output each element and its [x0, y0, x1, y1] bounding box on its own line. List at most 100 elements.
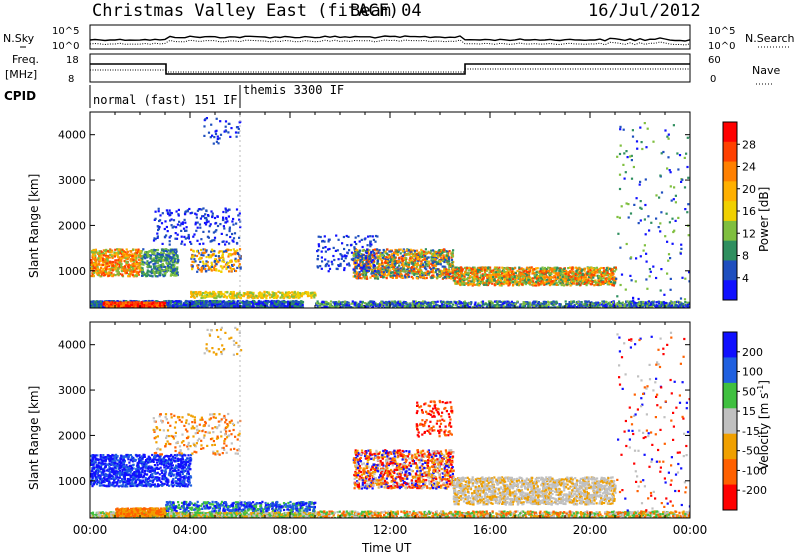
power-cell — [359, 256, 362, 259]
power-cell — [128, 269, 131, 272]
power-cell — [154, 250, 157, 253]
power-cell — [173, 248, 176, 251]
power-cell — [407, 271, 410, 274]
power-cell — [138, 258, 141, 261]
power-cell — [227, 262, 230, 265]
power-cell — [233, 250, 236, 253]
power-cell — [414, 255, 417, 258]
power-cell — [357, 264, 361, 267]
power-cell — [160, 222, 164, 225]
power-cell — [233, 295, 236, 299]
power-cell — [420, 252, 424, 255]
power-cell — [227, 253, 230, 256]
power-cell — [121, 250, 124, 254]
power-cell — [126, 269, 129, 272]
power-cell — [385, 261, 388, 264]
power-cell — [362, 253, 365, 256]
power-cell — [324, 250, 327, 253]
power-cell — [105, 258, 109, 261]
power-cell — [398, 264, 401, 267]
power-cell — [161, 242, 164, 245]
power-cell — [104, 264, 107, 267]
power-cell — [215, 258, 218, 261]
power-cell — [360, 255, 363, 258]
power-cell — [405, 264, 408, 267]
power-cell — [156, 267, 160, 270]
power-cell — [175, 272, 178, 275]
power-cell — [104, 306, 107, 308]
power-cell — [111, 255, 114, 258]
power-cell — [344, 257, 347, 260]
power-cell — [109, 300, 112, 303]
power-cell — [90, 250, 94, 254]
power-cell — [95, 302, 98, 305]
power-cell — [424, 252, 427, 255]
power-cell — [332, 254, 335, 258]
power-cell — [376, 249, 379, 252]
power-cell — [109, 250, 112, 254]
power-cell — [139, 258, 142, 262]
power-cell — [148, 303, 151, 306]
power-cell — [394, 260, 397, 263]
power-cell — [340, 257, 343, 260]
power-cell — [208, 300, 211, 303]
power-cell — [104, 270, 107, 273]
power-cell — [172, 267, 175, 270]
power-cell — [421, 255, 424, 258]
power-cell — [132, 258, 135, 261]
power-cell — [401, 276, 404, 279]
power-cell — [225, 295, 229, 298]
power-cell — [129, 273, 132, 276]
power-cell — [390, 271, 393, 275]
power-cell — [445, 268, 448, 271]
power-cell — [120, 263, 123, 266]
power-cell — [99, 305, 102, 308]
power-cell — [384, 250, 387, 253]
power-cell — [170, 301, 173, 304]
power-cell — [200, 269, 204, 272]
power-cell — [108, 253, 112, 256]
power-cell — [198, 294, 201, 297]
power-cell — [113, 268, 116, 271]
power-cell — [192, 291, 195, 294]
power-cell — [391, 263, 394, 266]
power-cell — [228, 230, 231, 233]
power-cell — [195, 213, 198, 216]
power-cell — [297, 300, 300, 304]
power-cell — [110, 267, 113, 270]
power-cell — [231, 293, 234, 296]
power-cell — [425, 274, 429, 277]
power-cell — [234, 257, 237, 260]
power-cell — [224, 221, 228, 224]
power-cell — [346, 263, 349, 266]
power-cell — [281, 291, 284, 294]
power-cell — [192, 249, 195, 252]
power-cell — [150, 272, 153, 275]
power-cell — [286, 305, 289, 308]
power-cell — [142, 272, 145, 275]
power-cell — [140, 301, 143, 304]
power-cell — [355, 242, 358, 246]
power-cell — [204, 118, 207, 121]
power-cell — [265, 294, 268, 297]
power-cell — [446, 270, 449, 273]
power-cell — [131, 255, 134, 258]
power-cell — [121, 274, 124, 277]
power-cell — [166, 262, 169, 265]
power-cell — [193, 302, 196, 305]
power-cell — [98, 301, 101, 304]
power-cell — [437, 256, 440, 259]
power-cell — [290, 303, 293, 306]
power-cell — [132, 255, 136, 258]
power-cell — [173, 269, 176, 272]
power-cell — [227, 305, 231, 308]
power-cell — [564, 283, 567, 286]
power-cell — [383, 266, 386, 269]
power-cell — [122, 305, 125, 308]
power-cell — [98, 250, 101, 253]
power-cell — [132, 248, 135, 251]
power-cell — [164, 249, 167, 252]
power-cell — [213, 303, 216, 306]
power-cell — [381, 251, 384, 255]
power-cell — [267, 291, 270, 294]
